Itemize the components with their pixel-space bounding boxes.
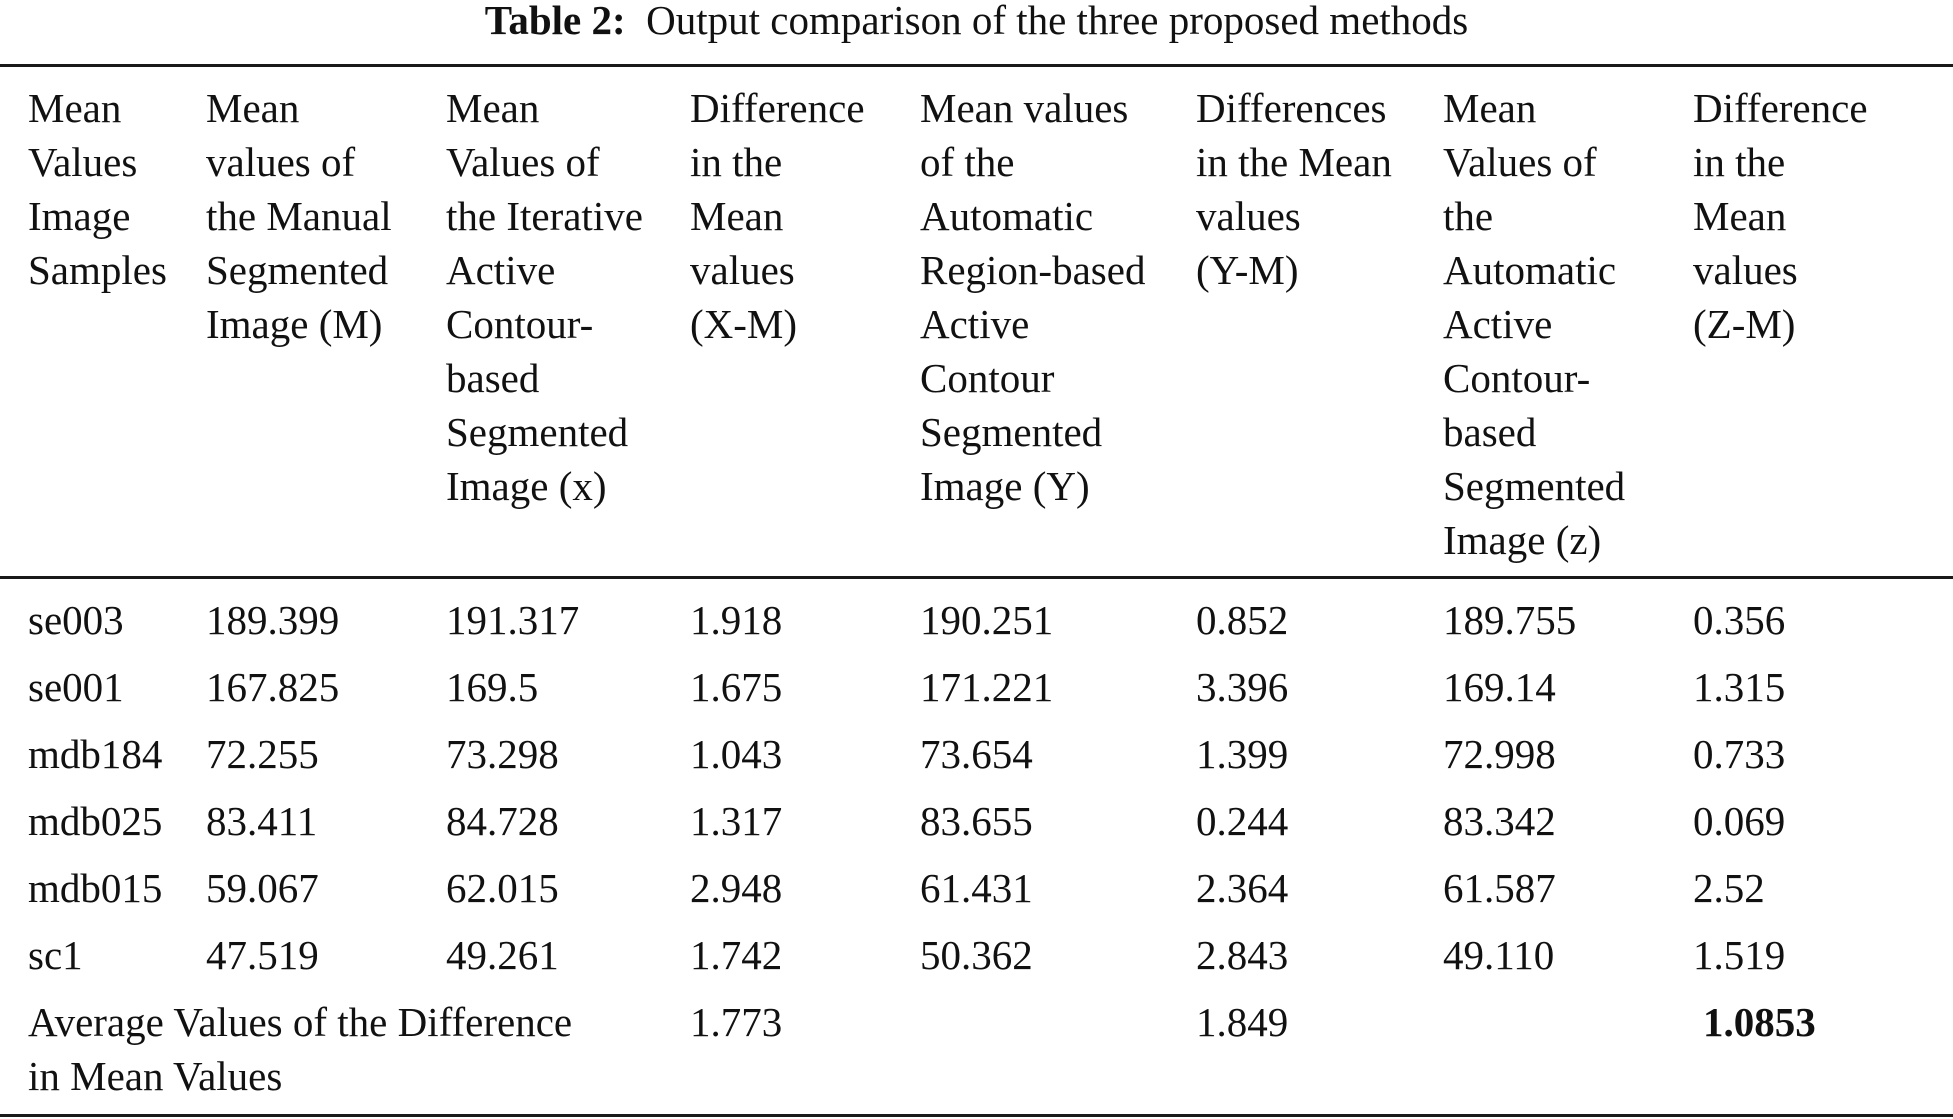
average-label: Average Values of the Difference [28, 999, 573, 1045]
table-cell: 62.015 [446, 865, 559, 911]
table-cell: 0.733 [1693, 731, 1786, 777]
table-cell: mdb015 [28, 865, 163, 911]
table-cell: 84.728 [446, 798, 559, 844]
table-caption: Table 2: Output comparison of the three … [0, 0, 1953, 41]
table-cell: 73.654 [920, 731, 1033, 777]
header-region-mean: Mean values of the Automatic Region-base… [920, 85, 1146, 509]
header-manual-mean: Mean values of the Manual Segmented Imag… [206, 85, 392, 347]
table-cell: 2.843 [1196, 932, 1289, 978]
table-cell: 1.317 [690, 798, 783, 844]
header-iterative-mean: Mean Values of the Iterative Active Cont… [446, 85, 643, 509]
table-cell: 3.396 [1196, 664, 1289, 710]
table-cell: sc1 [28, 932, 83, 978]
table-cell: 1.675 [690, 664, 783, 710]
table-cell: 191.317 [446, 597, 580, 643]
table-cell: 2.364 [1196, 865, 1289, 911]
average-zm: 1.0853 [1703, 999, 1816, 1045]
table-cell: 61.587 [1443, 865, 1556, 911]
table-cell: 2.948 [690, 865, 783, 911]
table-cell: 0.356 [1693, 597, 1786, 643]
table-cell: 1.742 [690, 932, 783, 978]
table-cell: 171.221 [920, 664, 1054, 710]
table-cell: se001 [28, 664, 124, 710]
table-cell: 72.255 [206, 731, 319, 777]
table-cell: 1.043 [690, 731, 783, 777]
table-cell: 59.067 [206, 865, 319, 911]
header-diff-xm: Difference in the Mean values (X-M) [690, 85, 865, 347]
table-cell: 1.519 [1693, 932, 1786, 978]
header-diff-zm: Difference in the Mean values (Z-M) [1693, 85, 1868, 347]
table-cell: 169.14 [1443, 664, 1556, 710]
table-cell: 50.362 [920, 932, 1033, 978]
table-cell: 72.998 [1443, 731, 1556, 777]
table-cell: 1.918 [690, 597, 783, 643]
table-cell: mdb025 [28, 798, 163, 844]
table-cell: mdb184 [28, 731, 163, 777]
table-cell: 83.655 [920, 798, 1033, 844]
header-diff-ym: Differences in the Mean values (Y-M) [1196, 85, 1392, 293]
table-cell: 83.342 [1443, 798, 1556, 844]
table-cell: 1.399 [1196, 731, 1289, 777]
table-cell: 0.244 [1196, 798, 1289, 844]
average-label-continued: in Mean Values [28, 1053, 283, 1099]
table-cell: 167.825 [206, 664, 340, 710]
average-xm: 1.773 [690, 999, 783, 1045]
table-cell: 49.110 [1443, 932, 1555, 978]
table-cell: 2.52 [1693, 865, 1765, 911]
table-cell: 0.852 [1196, 597, 1289, 643]
table-cell: se003 [28, 597, 124, 643]
header-image-samples: Mean Values Image Samples [28, 85, 167, 293]
table-cell: 73.298 [446, 731, 559, 777]
table-cell: 83.411 [206, 798, 318, 844]
table-cell: 190.251 [920, 597, 1054, 643]
header-rule [0, 576, 1953, 579]
table-cell: 61.431 [920, 865, 1033, 911]
table-caption-label: Table 2: [484, 0, 626, 43]
table-cell: 49.261 [446, 932, 559, 978]
header-automatic-mean: Mean Values of the Automatic Active Cont… [1443, 85, 1626, 563]
table-cell: 189.399 [206, 597, 340, 643]
table-cell: 169.5 [446, 664, 539, 710]
table-cell: 189.755 [1443, 597, 1577, 643]
table-cell: 47.519 [206, 932, 319, 978]
table-cell: 1.315 [1693, 664, 1786, 710]
average-ym: 1.849 [1196, 999, 1289, 1045]
top-rule [0, 64, 1953, 67]
table-caption-text: Output comparison of the three proposed … [646, 0, 1469, 43]
table-cell: 0.069 [1693, 798, 1786, 844]
bottom-rule [0, 1114, 1953, 1117]
